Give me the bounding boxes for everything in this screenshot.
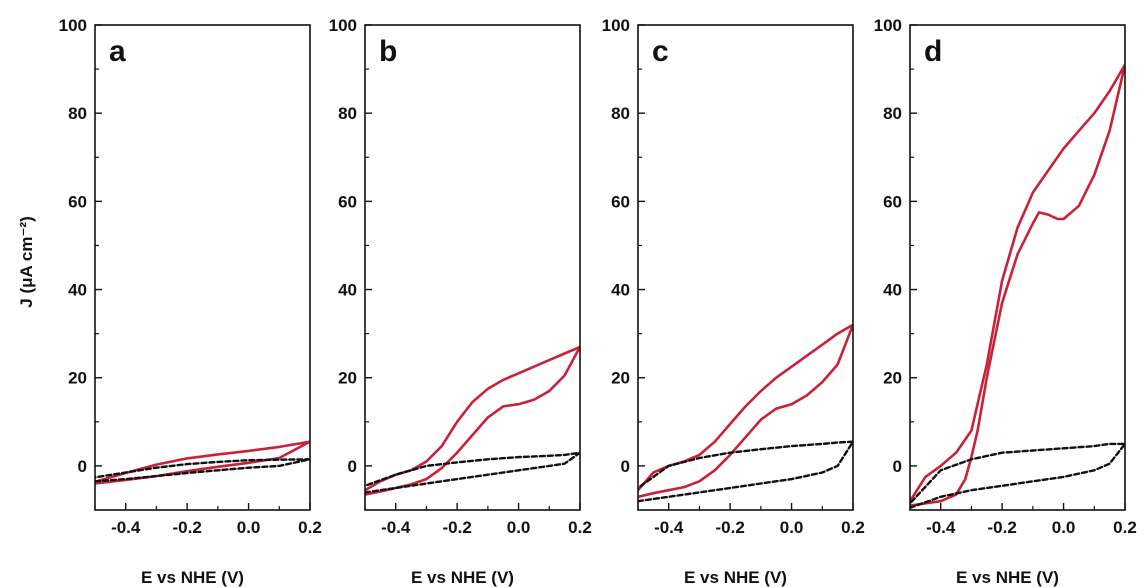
y-tick-label: 100 bbox=[329, 16, 357, 35]
series-group bbox=[365, 345, 580, 496]
x-tick-label: 0.0 bbox=[1052, 518, 1076, 537]
plot-frame bbox=[94, 24, 311, 511]
y-tick-label: 60 bbox=[68, 192, 87, 211]
y-tick-label: 0 bbox=[893, 457, 902, 476]
x-tick-label: -0.4 bbox=[381, 518, 411, 537]
solid-curve-c bbox=[638, 323, 853, 499]
x-tick-label: 0.0 bbox=[780, 518, 804, 537]
x-tick-label: -0.2 bbox=[987, 518, 1016, 537]
y-tick-label: 100 bbox=[602, 16, 630, 35]
y-tick-label: 80 bbox=[68, 104, 87, 123]
x-tick-label: 0.0 bbox=[237, 518, 261, 537]
y-tick-label: 0 bbox=[78, 457, 87, 476]
dashed-curve-d bbox=[910, 442, 1125, 509]
y-tick-label: 40 bbox=[68, 281, 87, 300]
x-tick-label: -0.4 bbox=[111, 518, 141, 537]
y-tick-label: 40 bbox=[611, 281, 630, 300]
panel-b: 0 20 40 60 80 100 -0.4 -0.2 0.0 0.2 b E vs NHE (V) bbox=[329, 16, 592, 587]
series-group bbox=[638, 323, 853, 503]
y-tick-label: 20 bbox=[883, 369, 902, 388]
x-tick-label: 0.0 bbox=[507, 518, 531, 537]
x-tick-label: 0.2 bbox=[841, 518, 865, 537]
x-tick-label: -0.4 bbox=[926, 518, 956, 537]
solid-curve-b bbox=[365, 345, 580, 496]
panel-label: a bbox=[109, 35, 126, 68]
panel-label: b bbox=[379, 35, 397, 68]
x-tick-label: 0.2 bbox=[298, 518, 322, 537]
y-tick-label: 0 bbox=[621, 457, 630, 476]
y-tick-label: 80 bbox=[883, 104, 902, 123]
x-tick-label: -0.2 bbox=[172, 518, 201, 537]
x-tick-label: -0.2 bbox=[715, 518, 744, 537]
x-axis-title: E vs NHE (V) bbox=[411, 568, 514, 587]
panel-label: c bbox=[652, 35, 669, 68]
y-tick-label: 100 bbox=[59, 16, 87, 35]
x-tick-label: -0.2 bbox=[442, 518, 471, 537]
panel-d: 0 20 40 60 80 100 -0.4 -0.2 0.0 0.2 d E vs NHE (V) bbox=[874, 16, 1137, 587]
x-tick-label: -0.4 bbox=[654, 518, 684, 537]
y-tick-label: 60 bbox=[338, 192, 357, 211]
y-tick-label: 60 bbox=[883, 192, 902, 211]
dashed-curve-a bbox=[95, 458, 310, 483]
x-axis-title: E vs NHE (V) bbox=[141, 568, 244, 587]
y-tick-label: 20 bbox=[68, 369, 87, 388]
plot-frame bbox=[364, 24, 581, 511]
y-axis-title: J (μA cm⁻²) bbox=[17, 216, 36, 307]
panel-a: 0 20 40 60 80 100 -0.4 -0.2 0.0 0.2 a E vs NHE (V) bbox=[59, 16, 322, 587]
y-tick-label: 60 bbox=[611, 192, 630, 211]
series-group bbox=[910, 63, 1125, 509]
y-tick-label: 100 bbox=[874, 16, 902, 35]
y-tick-label: 20 bbox=[338, 369, 357, 388]
plot-frame bbox=[909, 24, 1126, 511]
x-axis-title: E vs NHE (V) bbox=[956, 568, 1059, 587]
y-tick-label: 40 bbox=[338, 281, 357, 300]
x-tick-label: 0.2 bbox=[1113, 518, 1137, 537]
series-group bbox=[95, 440, 310, 485]
y-tick-label: 80 bbox=[338, 104, 357, 123]
dashed-curve-c bbox=[638, 440, 853, 503]
x-tick-label: 0.2 bbox=[568, 518, 592, 537]
y-tick-label: 40 bbox=[883, 281, 902, 300]
y-tick-label: 0 bbox=[348, 457, 357, 476]
panel-c: 0 20 40 60 80 100 -0.4 -0.2 0.0 0.2 c E vs NHE (V) bbox=[602, 16, 865, 587]
plot-frame bbox=[637, 24, 854, 511]
dashed-curve-b bbox=[365, 451, 580, 494]
solid-curve-d bbox=[910, 63, 1125, 507]
y-tick-label: 80 bbox=[611, 104, 630, 123]
panel-label: d bbox=[924, 35, 942, 68]
y-tick-label: 20 bbox=[611, 369, 630, 388]
x-axis-title: E vs NHE (V) bbox=[684, 568, 787, 587]
